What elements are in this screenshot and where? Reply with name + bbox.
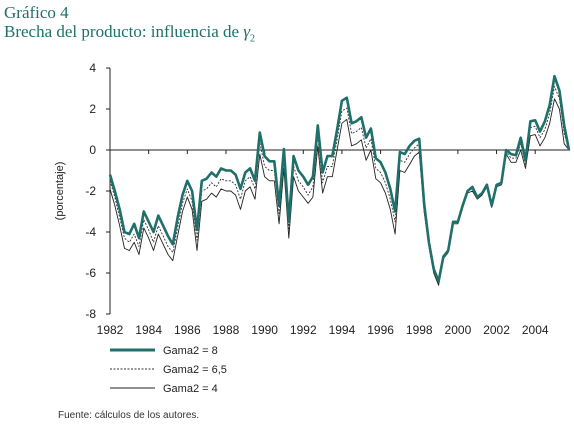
x-tick-label: 1992 (290, 323, 317, 337)
y-tick-label: -6 (85, 266, 96, 280)
y-tick-label: -4 (85, 225, 96, 239)
x-tick-label: 1996 (367, 323, 394, 337)
chart-title-text: Brecha del producto: influencia de (4, 22, 240, 41)
y-tick-label: 2 (89, 102, 96, 116)
y-tick-label: 4 (89, 61, 96, 75)
x-tick-label: 1984 (135, 323, 162, 337)
legend-label-2: Gama2 = 6,5 (163, 364, 227, 376)
x-tick-label: 1988 (213, 323, 240, 337)
x-tick-label: 1982 (97, 323, 124, 337)
y-tick-label: 0 (89, 143, 96, 157)
series-line-1 (108, 74, 571, 283)
x-tick-label: 2004 (522, 323, 549, 337)
y-tick-label: -8 (85, 307, 96, 321)
legend-label-1: Gama2 = 8 (163, 345, 218, 357)
x-tick-label: 2002 (483, 323, 510, 337)
gamma-symbol: γ2 (243, 22, 256, 45)
chart-title-line2: Brecha del producto: influencia de γ2 (4, 22, 255, 48)
source-note: Fuente: cálculos de los autores. (58, 410, 200, 421)
x-tick-label: 1998 (406, 323, 433, 337)
x-tick-label: 1994 (329, 323, 356, 337)
y-tick-label: -2 (85, 184, 96, 198)
x-tick-label: 1990 (251, 323, 278, 337)
x-tick-label: 2000 (445, 323, 472, 337)
legend-label-3: Gama2 = 4 (163, 383, 218, 395)
y-axis-label: (porcentaje) (54, 162, 66, 221)
chart-title-line1: Gráfico 4 (4, 3, 69, 22)
x-tick-label: 1986 (174, 323, 201, 337)
